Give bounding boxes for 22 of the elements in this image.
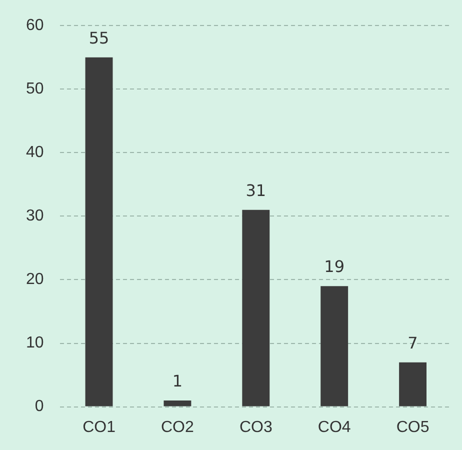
bar bbox=[399, 362, 427, 406]
y-tick-label: 60 bbox=[26, 17, 44, 34]
data-label: 7 bbox=[408, 333, 418, 352]
x-tick-label: CO5 bbox=[396, 418, 430, 436]
y-tick-label: 30 bbox=[26, 208, 44, 225]
y-tick-label: 10 bbox=[26, 334, 44, 352]
data-label: 55 bbox=[88, 28, 110, 48]
x-tick-label: CO4 bbox=[318, 418, 351, 436]
data-label: 31 bbox=[246, 181, 266, 200]
y-tick-label: 40 bbox=[26, 144, 44, 162]
data-label: 1 bbox=[172, 372, 183, 391]
x-tick-label: CO1 bbox=[82, 418, 116, 436]
y-tick-label: 0 bbox=[34, 398, 44, 416]
data-label: 19 bbox=[324, 257, 345, 276]
bar bbox=[320, 286, 348, 406]
bar bbox=[242, 210, 270, 406]
bar bbox=[85, 57, 113, 406]
x-tick-label: CO2 bbox=[161, 418, 194, 436]
y-tick-label: 20 bbox=[26, 271, 44, 288]
x-tick-label: CO3 bbox=[239, 418, 272, 436]
bar bbox=[164, 400, 192, 406]
y-tick-label: 50 bbox=[26, 80, 44, 98]
